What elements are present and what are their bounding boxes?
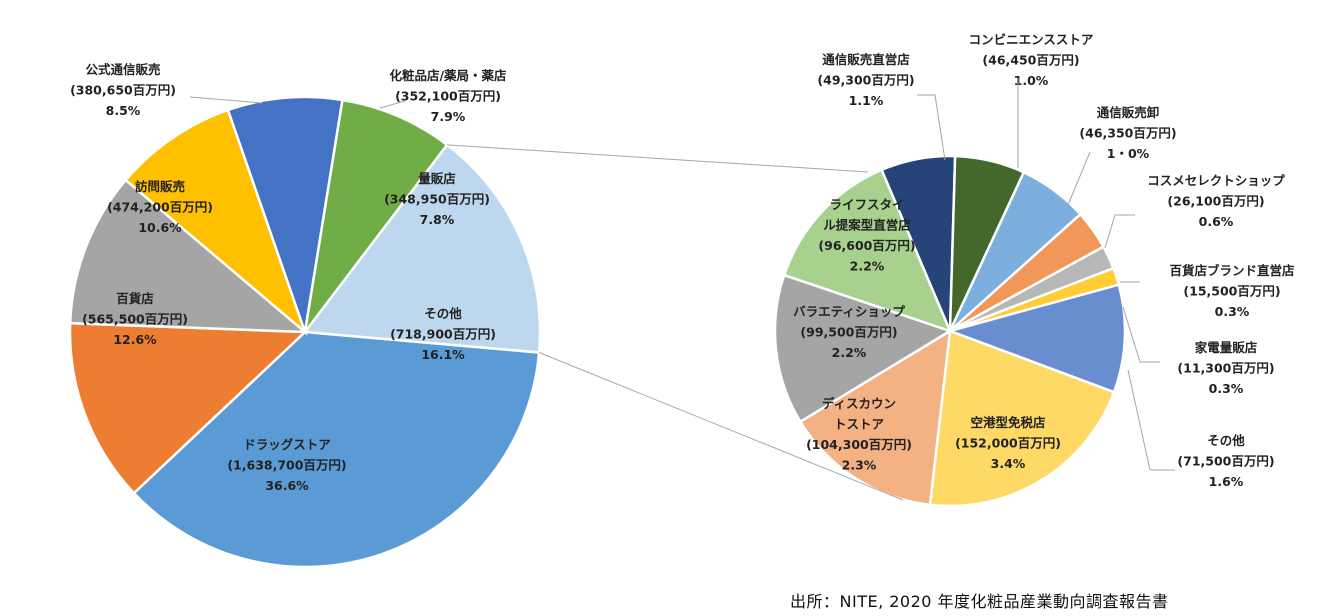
slice-label-name: ドラッグストア: [243, 437, 331, 452]
slice-label-name: 通信販売直営店: [822, 52, 910, 67]
slice-label-pct: 16.1%: [421, 347, 465, 362]
slice-label-pct: 36.6%: [265, 478, 309, 493]
slice-label-name: コンビニエンスストア: [969, 32, 1094, 47]
slice-label-name: 通信販売卸: [1097, 105, 1160, 120]
slice-label-pct: 1・0%: [1107, 146, 1150, 161]
slice-label-amount: (11,300百万円): [1177, 361, 1274, 376]
connector-line-top: [447, 144, 869, 173]
slice-label: 家電量販店 (11,300百万円) 0.3%: [1177, 340, 1274, 396]
pie-slice: [773, 273, 953, 424]
slice-label-name: その他: [424, 306, 462, 321]
slice-label-amount: (380,650百万円): [70, 83, 176, 98]
slice-label: 公式通信販売 (380,650百万円) 8.5%: [70, 62, 176, 118]
slice-label-pct: 7.9%: [431, 109, 466, 124]
slice-label: 通信販売直営店 (49,300百万円) 1.1%: [817, 52, 914, 108]
pie-slice: [945, 283, 1127, 394]
slice-label-name: トストア: [834, 417, 884, 432]
slice-label: その他 (718,900百万円) 16.1%: [390, 306, 496, 362]
slice-label: ディスカウントストア (104,300百万円) 2.3%: [806, 396, 912, 473]
pie-slice: [303, 98, 449, 333]
slice-label-name: その他: [1207, 433, 1245, 448]
slice-label: その他 (71,500百万円) 1.6%: [1177, 433, 1274, 489]
slice-label-amount: (15,500百万円): [1183, 284, 1280, 299]
slice-label-amount: (718,900百万円): [390, 327, 496, 342]
slice-label-amount: (352,100百万円): [395, 89, 501, 104]
slice-label: 百貨店 (565,500百万円) 12.6%: [82, 291, 188, 347]
leader-line: [1104, 214, 1135, 249]
connector-line-bottom: [538, 352, 904, 501]
slice-label-name: 量販店: [418, 171, 456, 186]
slice-label-pct: 12.6%: [113, 332, 157, 347]
slice-label-amount: (565,500百万円): [82, 312, 188, 327]
leader-line: [917, 94, 946, 161]
pie-slice: [928, 329, 1116, 508]
slice-label-name: ル提案型直営店: [823, 218, 911, 233]
slice-label-name: 百貨店: [116, 291, 154, 306]
slice-label-amount: (99,500百万円): [800, 325, 897, 340]
slice-label-name: ライフスタイ: [829, 197, 904, 212]
slice-label-pct: 7.8%: [420, 212, 455, 227]
pie-slice: [132, 330, 541, 569]
pie-slice: [798, 328, 952, 507]
slice-label: ドラッグストア (1,638,700百万円) 36.6%: [227, 437, 346, 493]
pie-slice: [123, 108, 308, 336]
slice-label-name: 化粧品店/薬局・薬店: [389, 68, 507, 83]
slice-label: 訪問販売 (474,200百万円) 10.6%: [107, 179, 213, 235]
slice-label: 通信販売卸 (46,350百万円) 1・0%: [1079, 105, 1176, 161]
slice-label-pct: 2.2%: [832, 345, 867, 360]
leader-line: [1122, 306, 1160, 363]
slice-label-pct: 3.4%: [991, 456, 1026, 471]
slice-label-pct: 8.5%: [106, 103, 141, 118]
slice-label-amount: (96,600百万円): [818, 238, 915, 253]
slice-label-amount: (1,638,700百万円): [227, 458, 346, 473]
pie-slice: [782, 168, 953, 334]
pie-slice: [302, 143, 542, 354]
slice-label: 百貨店ブランド直営店 (15,500百万円) 0.3%: [1169, 263, 1295, 319]
slice-label-name: 訪問販売: [135, 179, 186, 194]
slice-label-pct: 1.6%: [1209, 474, 1244, 489]
slice-label-amount: (49,300百万円): [817, 73, 914, 88]
slice-label: ライフスタイル提案型直営店 (96,600百万円) 2.2%: [818, 197, 915, 274]
slice-label-name: 百貨店ブランド直営店: [1169, 263, 1295, 278]
pie-slice: [68, 321, 309, 495]
slice-label-pct: 2.2%: [850, 259, 885, 274]
slice-label: 化粧品店/薬局・薬店 (352,100百万円) 7.9%: [389, 68, 507, 124]
source-note: 出所：NITE, 2020 年度化粧品産業動向調査報告書: [790, 592, 1169, 611]
slice-label-amount: (26,100百万円): [1167, 194, 1264, 209]
slice-label: バラエティショップ (99,500百万円) 2.2%: [793, 304, 905, 360]
slice-label: 量販店 (348,950百万円) 7.8%: [384, 171, 490, 227]
slice-label-amount: (474,200百万円): [107, 200, 213, 215]
slice-label-pct: 1.1%: [849, 93, 884, 108]
pie-slice: [68, 178, 309, 334]
slice-label: コスメセレクトショップ (26,100百万円) 0.6%: [1147, 173, 1285, 229]
slice-label-name: 家電量販店: [1195, 340, 1258, 355]
slice-label-name: 公式通信販売: [85, 62, 161, 77]
slice-label-pct: 10.6%: [138, 220, 182, 235]
slice-label-amount: (46,350百万円): [1079, 126, 1176, 141]
leader-line: [189, 96, 263, 104]
slice-label-amount: (71,500百万円): [1177, 454, 1274, 469]
slice-label-name: 空港型免税店: [970, 415, 1046, 430]
leader-line: [1067, 151, 1091, 206]
slice-label-name: ディスカウン: [822, 396, 896, 411]
slice-label-amount: (348,950百万円): [384, 192, 490, 207]
slice-label-pct: 0.3%: [1215, 304, 1250, 319]
slice-label-name: コスメセレクトショップ: [1147, 173, 1285, 188]
slice-label-pct: 0.6%: [1199, 214, 1234, 229]
slice-label-amount: (104,300百万円): [806, 437, 912, 452]
slice-label-pct: 2.3%: [842, 458, 877, 473]
pie-chart-1: [773, 154, 1127, 508]
leader-line: [1127, 369, 1175, 471]
leader-line: [379, 100, 406, 109]
pie-chart-0: [68, 95, 542, 569]
slice-label-amount: (46,450百万円): [982, 53, 1079, 68]
slice-label-amount: (152,000百万円): [955, 436, 1061, 451]
slice-label-pct: 0.3%: [1209, 381, 1244, 396]
slice-label-name: バラエティショップ: [793, 304, 905, 319]
slice-label-pct: 1.0%: [1014, 73, 1049, 88]
slice-label: コンビニエンスストア (46,450百万円) 1.0%: [969, 32, 1094, 88]
slice-label: 空港型免税店 (152,000百万円) 3.4%: [955, 415, 1061, 471]
